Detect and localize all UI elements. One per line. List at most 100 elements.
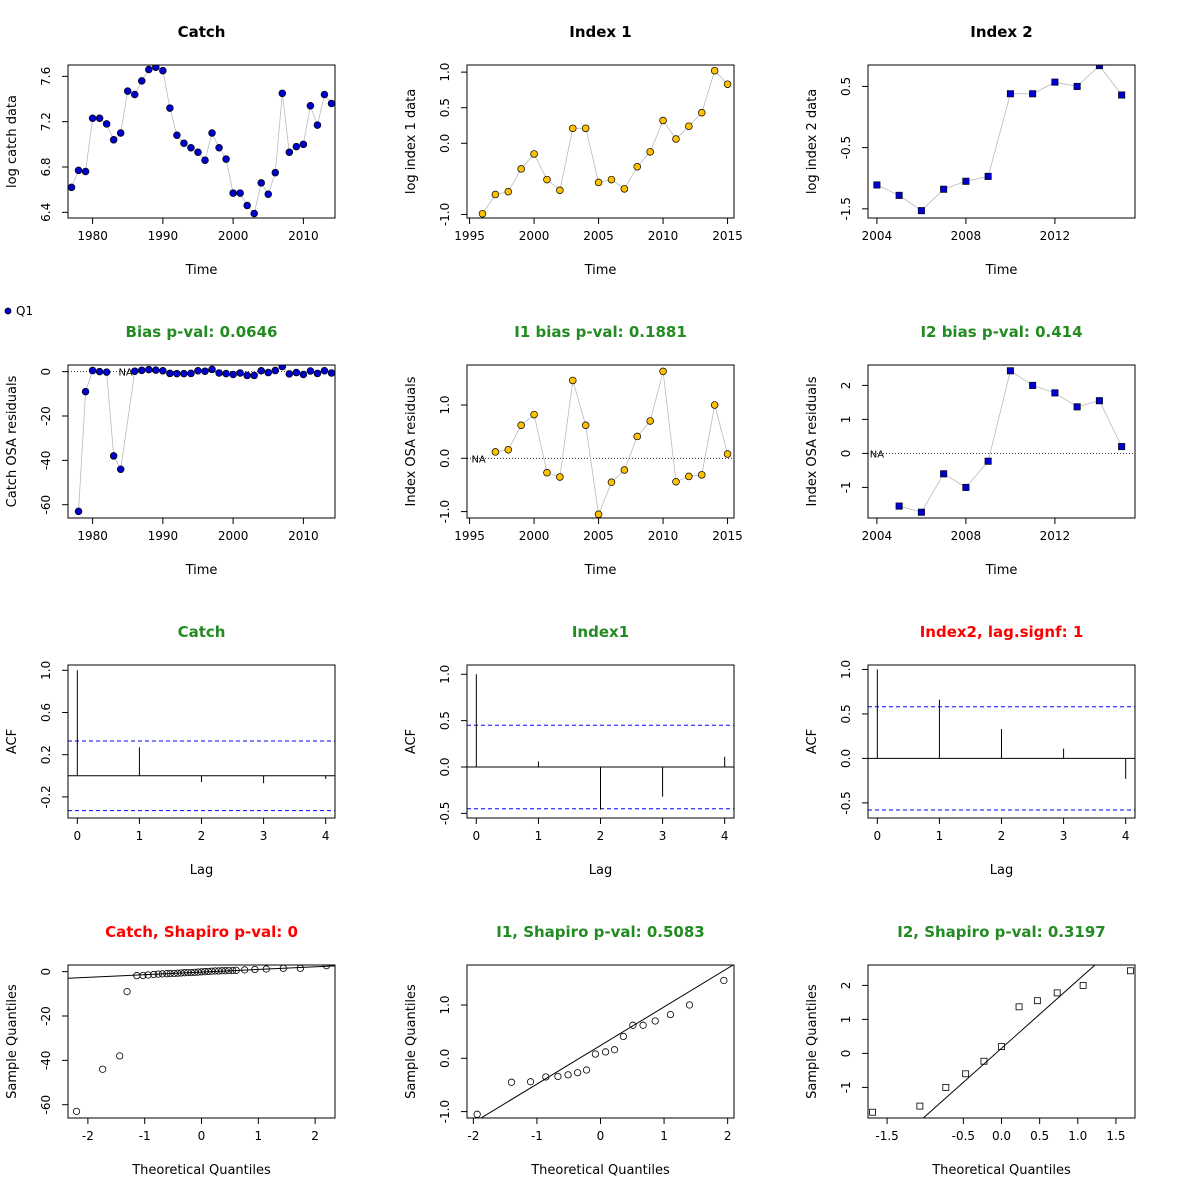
qq-point xyxy=(218,967,226,975)
qq-point xyxy=(639,1021,647,1029)
y-tick-label: 6.8 xyxy=(39,157,53,176)
y-tick-label: 0.5 xyxy=(839,77,853,96)
y-tick-label: 0.0 xyxy=(438,757,452,776)
qq-point xyxy=(232,966,240,974)
x-axis: -1.5 -0.5 0.0 0.5 1.0 1.5 xyxy=(875,1118,1125,1143)
data-point xyxy=(81,387,90,396)
qq-point xyxy=(1079,982,1087,989)
data-point xyxy=(646,417,654,425)
qq-point xyxy=(180,969,189,977)
x-axis-label: Time xyxy=(584,563,617,578)
y-tick-label: 0.0 xyxy=(438,1049,452,1068)
x-axis: 1995 2000 2005 2010 2015 xyxy=(454,518,743,543)
x-tick-label: 0 xyxy=(873,829,881,843)
x-tick-label: 0 xyxy=(472,829,480,843)
data-point xyxy=(88,366,97,375)
x-tick-label: 2000 xyxy=(519,229,550,243)
data-point xyxy=(543,468,551,477)
qq-point xyxy=(526,1078,535,1086)
y-axis-label: Sample Quantiles xyxy=(805,984,820,1099)
y-tick-label: 1 xyxy=(839,1016,853,1024)
y-tick-label: 7.2 xyxy=(39,112,53,131)
plot-frame xyxy=(67,364,336,519)
qq-point xyxy=(229,966,237,975)
data-point xyxy=(109,136,118,144)
x-axis-label: Time xyxy=(985,263,1018,278)
plot-frame xyxy=(466,364,735,519)
panel-title: Catch, Shapiro p-val: 0 xyxy=(105,923,298,941)
data-point xyxy=(698,471,706,479)
data-point xyxy=(504,187,513,196)
data-point xyxy=(95,114,104,123)
data-point xyxy=(313,369,322,378)
qq-point xyxy=(123,988,131,996)
y-axis-label: ACF xyxy=(5,729,20,754)
data-point xyxy=(187,143,195,152)
x-tick-label: 2008 xyxy=(951,229,982,243)
x-tick-label: 2 xyxy=(311,1129,319,1143)
y-tick-label: 1.0 xyxy=(438,665,452,684)
qq-point xyxy=(191,968,199,976)
data-point xyxy=(299,140,308,149)
qq-point xyxy=(666,1010,675,1019)
y-tick-label: 0.2 xyxy=(39,745,53,764)
data-point xyxy=(710,401,719,409)
x-axis-label: Lag xyxy=(190,863,213,878)
plot-area xyxy=(68,65,335,218)
panel-title: Bias p-val: 0.0646 xyxy=(126,323,278,341)
data-point xyxy=(327,369,335,377)
x-tick-label: 1995 xyxy=(454,229,485,243)
connector-line xyxy=(482,69,728,214)
y-tick-label: 0 xyxy=(39,968,53,976)
data-point xyxy=(81,167,90,176)
x-axis: 2004 2008 2012 xyxy=(862,218,1071,243)
y-axis-label: Index OSA residuals xyxy=(805,376,820,506)
plot-area xyxy=(467,674,734,810)
data-point xyxy=(1095,397,1103,405)
data-point xyxy=(873,181,881,189)
y-tick-label: 0.6 xyxy=(39,703,53,722)
x-axis-label: Lag xyxy=(589,863,612,878)
data-point xyxy=(1051,389,1059,397)
x-tick-label: 2005 xyxy=(583,229,614,243)
data-point xyxy=(556,186,564,194)
y-axis-label: log index 2 data xyxy=(805,89,820,194)
x-tick-label: -1.5 xyxy=(875,1129,898,1143)
x-tick-label: 2 xyxy=(724,1129,732,1143)
x-tick-label: -0.5 xyxy=(952,1129,975,1143)
plot-area: NA xyxy=(467,367,734,518)
plot-area xyxy=(68,670,335,812)
x-tick-label: 2012 xyxy=(1040,229,1071,243)
y-tick-label: -1.0 xyxy=(438,203,452,226)
data-point xyxy=(116,129,125,137)
data-point xyxy=(102,368,111,376)
data-point xyxy=(264,368,273,377)
qq-point xyxy=(225,966,233,975)
y-tick-label: -0.5 xyxy=(839,136,853,159)
data-point xyxy=(1006,367,1014,375)
data-point xyxy=(173,131,181,140)
panel-title: Index 2 xyxy=(970,23,1033,41)
qq-point xyxy=(201,968,209,976)
data-point xyxy=(138,77,146,85)
data-point xyxy=(116,465,125,473)
data-point xyxy=(672,135,680,143)
data-point xyxy=(1051,78,1059,86)
x-axis-label: Lag xyxy=(990,863,1013,878)
x-tick-label: 2010 xyxy=(288,229,319,243)
y-axis: -1 0 1 2 xyxy=(839,382,868,493)
connector-line xyxy=(876,65,1123,212)
data-point xyxy=(257,179,265,187)
y-tick-label: 1.0 xyxy=(438,395,452,414)
data-point xyxy=(607,175,616,184)
data-point xyxy=(215,143,223,152)
y-axis-label: Sample Quantiles xyxy=(404,984,419,1099)
data-point xyxy=(180,139,188,147)
y-axis: -0.5 0.0 0.5 1.0 xyxy=(839,660,868,815)
x-tick-label: -1 xyxy=(139,1129,151,1143)
qq-point xyxy=(619,1032,627,1041)
index2-data-panel: Index 2 2004 2008 2012 Time -1.5 -0.5 0.5 log in… xyxy=(805,23,1136,278)
panel-title: Catch xyxy=(178,623,226,641)
x-axis-label: Time xyxy=(985,563,1018,578)
y-tick-label: 6.4 xyxy=(39,203,53,222)
